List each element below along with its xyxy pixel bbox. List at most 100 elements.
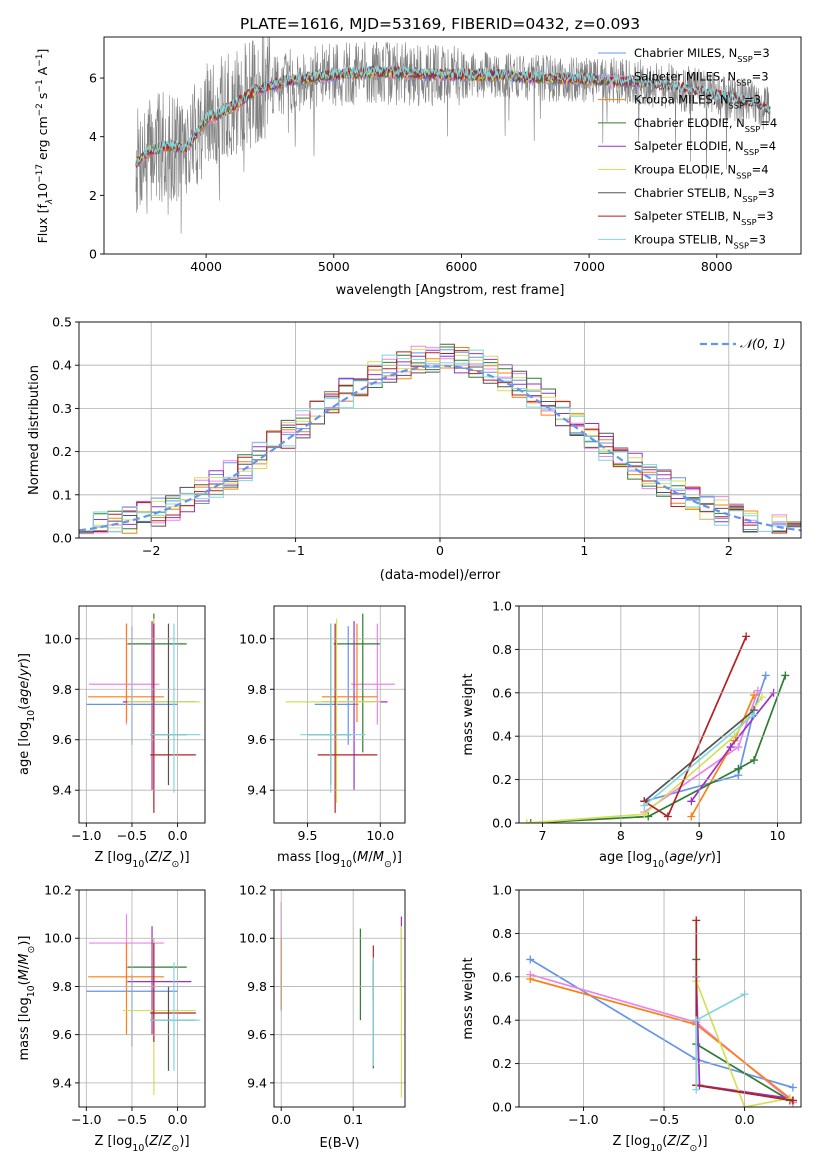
label-part: Z [162,1134,173,1149]
x-tick-label: −0.5 [117,828,147,843]
y-tick-label: 9.4 [52,783,72,798]
y-tick-label: 0.4 [492,1013,512,1028]
x-tick-label: 10 [770,828,786,843]
label-part: =3 [753,46,770,60]
y-tick-label: 0.6 [492,969,512,984]
y-tick-label: 10.0 [44,631,72,646]
axes-frame [78,605,206,824]
legend-label: Chabrier STELIB, NSSP=3 [634,186,775,204]
y-axis-label: mass [log10(M/M⊙)] [17,936,37,1061]
label-part: A [35,66,50,79]
label-part: ( [17,705,32,710]
y-tick-label: 1.0 [492,599,512,614]
weight-marker-salpeter_stelib [663,812,672,821]
legend-label-normal: 𝒩(0, 1) [740,336,786,351]
weight-marker-chabrier_miles [761,671,770,680]
label-part: =4 [759,139,776,153]
weight-marker-kroupa_miles [750,690,758,699]
label-part: 10 [132,1143,144,1154]
y-tick-label: 9.6 [247,732,267,747]
legend-label: Salpeter STELIB, NSSP=3 [634,209,774,227]
label-part: ⊙ [26,946,37,954]
label-part: Z [680,1134,691,1149]
label-part: )] [711,850,721,865]
label-part: / [368,850,373,865]
label-part: Salpeter STELIB, N [634,209,741,223]
label-part: ⊙ [384,859,392,870]
y-tick-label: 0 [89,247,97,262]
y-tick-label: 0.4 [52,358,72,373]
x-axis-label: age [log10(age/yr)] [599,850,721,870]
spectrum-axes: 4000 5000 6000 7000 8000 0 2 4 6 wavelength [Angs… [35,36,802,298]
x-tick-label: 0.0 [168,828,188,843]
label-part: M [17,969,32,980]
weight-marker-kroupa_stelib [692,1085,701,1094]
y-tick-label: 0.0 [492,1100,512,1115]
label-part: M [17,954,32,965]
y-tick-label: 9.4 [247,783,267,798]
label-part: =4 [760,116,777,130]
weight-marker-kroupa_miles [526,974,535,983]
x-tick-label: 10.0 [366,828,394,843]
ebv-vs-mass-axes: 0.0 0.1 9.4 9.6 9.8 10.0 10.2 E(B-V) [239,883,406,1151]
y-axis-label: Normed distribution [27,365,42,495]
y-tick-label: 0.5 [52,315,72,330]
z-vs-mass-axes: −1.0 −0.5 0.09.49.69.810.010.2Z [log10(Z/Z… [17,883,206,1154]
label-part: ( [662,1134,667,1149]
plot-area [86,914,201,1095]
histogram-chabrier_stelib [79,343,801,538]
label-part: Flux [f [35,204,50,244]
weight-marker-chabrier_elodie [750,756,758,765]
x-tick-label: −0.5 [117,1112,147,1127]
z-weights-axes: −1.0 −0.5 0.00.00.20.40.60.81.0Z [log10(Z/… [461,883,802,1154]
weight-marker-kroupa_elodie [640,810,649,819]
legend-label: Chabrier MILES, NSSP=3 [634,46,770,64]
y-tick-label: 2 [89,188,97,203]
weight-line-kroupa_miles [690,694,755,817]
y-axis-label: mass weight [461,957,476,1039]
label-part: Z [666,1134,677,1149]
plot-area [285,613,395,813]
y-tick-label: 0.6 [492,685,512,700]
legend-label: Salpeter MILES, NSSP=3 [634,69,769,87]
weight-line-kroupa_elodie [526,696,763,823]
weight-line-kroupa_miles [530,978,794,1102]
label-part: Z [log [94,850,132,865]
weight-marker-kroupa_stelib [750,710,758,719]
weight-marker-chabrier_elodie [781,671,790,680]
x-tick-label: −1.0 [71,1112,101,1127]
x-axis-label: (data-model)/error [380,568,501,583]
label-part: yr [17,661,32,677]
axes-frame [273,889,406,1108]
x-tick-label: −0.5 [649,1112,679,1127]
label-part: s [35,93,50,104]
legend-label: Kroupa STELIB, NSSP=3 [634,232,766,250]
y-tick-label: 6 [89,71,97,86]
y-tick-label: 4 [89,129,97,144]
label-part: ⊙ [690,1143,698,1154]
label-part: −17 [35,164,45,183]
x-tick-label: −1.0 [71,828,101,843]
label-part: ⊙ [172,1143,180,1154]
label-part: )] [392,850,402,865]
y-tick-label: 0.0 [52,531,72,546]
label-part: Chabrier MILES, N [634,46,737,60]
plot-area [522,632,790,823]
y-tick-label: 9.8 [247,682,267,697]
label-part: =3 [749,232,766,246]
weight-marker-kroupa_elodie [757,693,766,702]
label-part: Z [162,850,173,865]
weight-marker-salpeter_stelib [788,1096,797,1105]
label-part: M [357,850,368,865]
y-axis-label: mass weight [461,673,476,755]
weight-marker-chabrier_miles [788,1083,797,1092]
label-part: )] [17,936,32,946]
axes-frame [518,889,802,1108]
weight-marker-salpeter_stelib [692,916,701,925]
label-part: 10 [650,1143,662,1154]
label-part: )] [179,1134,189,1149]
label-part: / [158,1134,163,1149]
label-part: Z [148,850,159,865]
weight-marker-chabrier_elodie [526,819,535,823]
